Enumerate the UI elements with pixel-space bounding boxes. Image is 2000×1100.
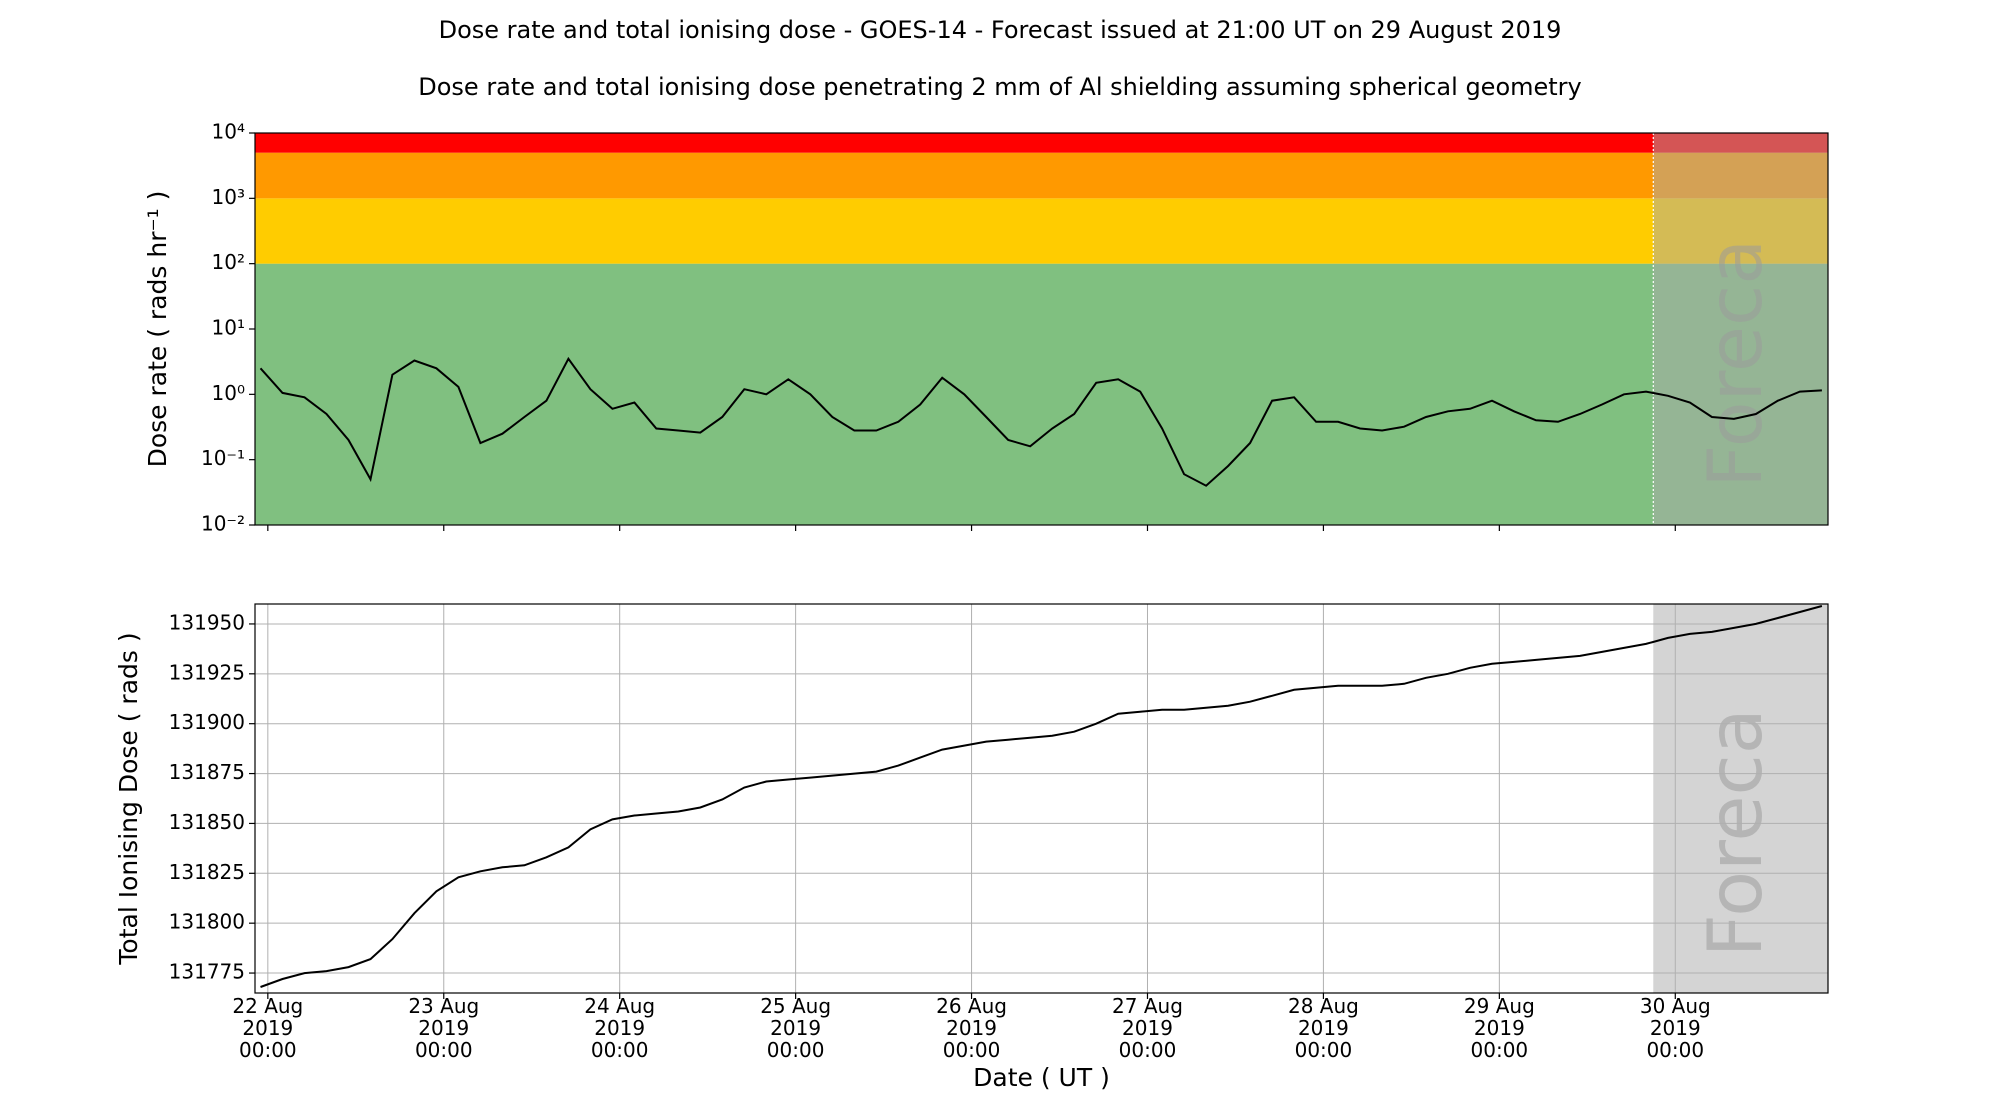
y-tick-label: 10⁻¹ (201, 446, 245, 470)
y-tick-label: 10² (212, 250, 245, 274)
x-tick-label: 27 Aug 2019 00:00 (1112, 994, 1183, 1062)
x-tick-label-line: 00:00 (415, 1038, 473, 1062)
x-tick-label-line: 29 Aug (1464, 994, 1535, 1018)
x-tick-label-line: 00:00 (943, 1038, 1001, 1062)
x-tick-label-line: 00:00 (1119, 1038, 1177, 1062)
x-tick-label-line: 2019 (1298, 1016, 1349, 1040)
x-tick-label-line: 00:00 (1646, 1038, 1704, 1062)
x-tick-label: 28 Aug 2019 00:00 (1288, 994, 1359, 1062)
chart-title: Dose rate and total ionising dose - GOES… (439, 16, 1562, 44)
forecast-region (1653, 604, 1828, 993)
threshold-band (255, 152, 1828, 199)
x-tick-label-line: 00:00 (767, 1038, 825, 1062)
x-tick-label-line: 26 Aug (936, 994, 1007, 1018)
y-axis-label: Total Ionising Dose ( rads ) (114, 632, 143, 965)
x-tick-label-line: 00:00 (591, 1038, 649, 1062)
x-tick-label-line: 27 Aug (1112, 994, 1183, 1018)
plot-frame (254, 603, 1829, 994)
forecast-region (1653, 133, 1828, 525)
x-tick-label-line: 23 Aug (408, 994, 479, 1018)
x-tick-label: 22 Aug 2019 00:00 (232, 994, 303, 1062)
x-tick-label-line: 2019 (946, 1016, 997, 1040)
y-tick-label: 131775 (169, 960, 245, 984)
y-tick-label: 10⁻² (201, 512, 245, 536)
x-tick-label-line: 25 Aug (760, 994, 831, 1018)
x-tick-label-line: 2019 (242, 1016, 293, 1040)
x-tick-label-line: 30 Aug (1640, 994, 1711, 1018)
x-tick-label-line: 24 Aug (584, 994, 655, 1018)
y-axis-label: Dose rate ( rads hr⁻¹ ) (143, 191, 172, 468)
data-line (259, 356, 1822, 487)
y-tick-label: 131925 (169, 660, 245, 684)
threshold-band (255, 133, 1828, 153)
x-tick-label-line: 2019 (1122, 1016, 1173, 1040)
y-tick-label: 131875 (169, 760, 245, 784)
x-axis-label: Date ( UT ) (973, 1063, 1110, 1092)
y-tick-label: 131825 (169, 860, 245, 884)
y-tick-label: 131800 (169, 910, 245, 934)
x-tick-label-line: 2019 (418, 1016, 469, 1040)
data-line (260, 605, 1823, 988)
threshold-band (255, 263, 1828, 525)
x-tick-label: 26 Aug 2019 00:00 (936, 994, 1007, 1062)
x-tick-label: 30 Aug 2019 00:00 (1640, 994, 1711, 1062)
threshold-band (255, 198, 1828, 264)
y-tick-label: 10³ (212, 185, 245, 209)
forecast-label: Forecast (1691, 640, 1779, 957)
x-tick-label: 25 Aug 2019 00:00 (760, 994, 831, 1062)
chart-subtitle: Dose rate and total ionising dose penetr… (418, 73, 1582, 101)
y-tick-label: 131850 (169, 810, 245, 834)
y-tick-label: 10¹ (212, 316, 245, 340)
x-tick-label: 23 Aug 2019 00:00 (408, 994, 479, 1062)
y-tick-label: 131900 (169, 710, 245, 734)
x-tick-label-line: 2019 (1650, 1016, 1701, 1040)
x-tick-label-line: 2019 (1474, 1016, 1525, 1040)
x-tick-label: 24 Aug 2019 00:00 (584, 994, 655, 1062)
x-tick-label-line: 28 Aug (1288, 994, 1359, 1018)
x-tick-label-line: 22 Aug (232, 994, 303, 1018)
y-tick-label: 10⁴ (212, 120, 245, 144)
x-tick-label-line: 2019 (770, 1016, 821, 1040)
plot-frame (254, 132, 1829, 526)
y-tick-label: 10⁰ (212, 381, 245, 405)
y-tick-label: 131950 (169, 610, 245, 634)
x-tick-label-line: 00:00 (239, 1038, 297, 1062)
x-tick-label-line: 00:00 (1295, 1038, 1353, 1062)
x-tick-label: 29 Aug 2019 00:00 (1464, 994, 1535, 1062)
x-tick-label-line: 2019 (594, 1016, 645, 1040)
x-tick-label-line: 00:00 (1471, 1038, 1529, 1062)
forecast-label: Forecast (1691, 170, 1779, 487)
